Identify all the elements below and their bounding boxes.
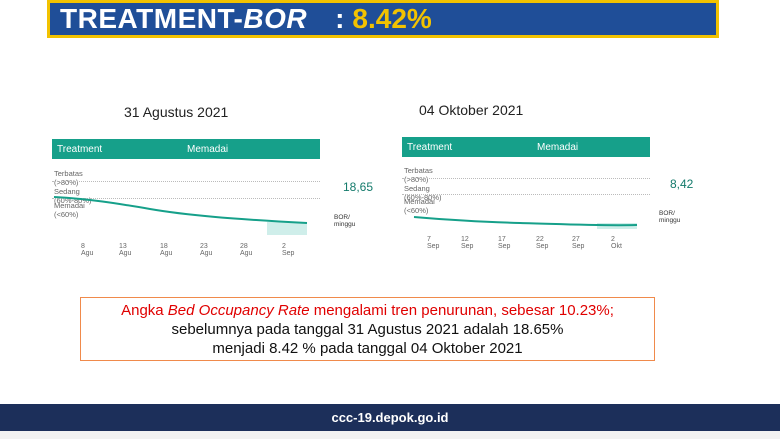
right-x-tick: 22 Sep [536, 236, 549, 250]
left-date-label: 31 Agustus 2021 [124, 104, 229, 120]
footer-website[interactable]: ccc-19.depok.go.id [331, 410, 449, 425]
left-header-treatment: Treatment [57, 143, 103, 155]
right-x-tick: 7 Sep [427, 236, 440, 250]
left-trend-line [53, 196, 308, 224]
left-header-status: Memadai [187, 143, 229, 155]
right-divider-2 [402, 194, 650, 195]
right-x-tick: 27 Sep [572, 236, 585, 250]
left-current-week-highlight [267, 222, 307, 235]
note-line-2: sebelumnya pada tanggal 31 Agustus 2021 … [171, 321, 564, 338]
left-level-terbatas: Terbatas (>80%) [54, 169, 83, 187]
right-panel-header: Treatment Memadai [402, 137, 650, 157]
summary-note: Angka Bed Occupancy Rate mengalami tren … [80, 297, 655, 361]
title-value: 8.42% [352, 3, 432, 34]
left-x-tick: 2 Sep [282, 243, 295, 257]
right-trend-line [413, 216, 638, 227]
left-x-tick: 8 Agu [81, 243, 94, 257]
right-level-terbatas: Terbatas (>80%) [404, 166, 433, 184]
title-banner: TREATMENT-BOR : 8.42% [47, 0, 719, 38]
right-x-tick: 2 Okt [611, 236, 622, 250]
right-header-status: Memadai [537, 141, 579, 153]
right-bor-value: 8,42 [670, 177, 694, 191]
title-text: TREATMENT-BOR [60, 3, 308, 34]
left-x-tick: 13 Agu [119, 243, 132, 257]
footer-bar: ccc-19.depok.go.id [0, 404, 780, 431]
left-x-tick: 23 Agu [200, 243, 213, 257]
left-x-tick: 28 Agu [240, 243, 253, 257]
right-x-tick: 12 Sep [461, 236, 474, 250]
right-header-treatment: Treatment [407, 141, 453, 153]
left-level-memadai: Memadai (<60%) [54, 201, 85, 219]
note-line-1: Angka Bed Occupancy Rate mengalami tren … [121, 302, 614, 319]
left-bor-value: 18,65 [343, 180, 374, 194]
left-level-sedang: Sedang (60%-80%) [54, 187, 92, 205]
right-divider-1 [402, 178, 650, 179]
left-bor-unit: BOR/ minggu [334, 214, 356, 228]
left-panel-header: Treatment Memadai [52, 139, 320, 159]
title-separator: : [335, 3, 345, 34]
note-line-3: menjadi 8.42 % pada tanggal 04 Oktober 2… [212, 340, 523, 357]
footer-strip [0, 431, 780, 439]
right-level-sedang: Sedang (60%-80%) [404, 184, 442, 202]
left-divider-2 [52, 198, 320, 199]
right-x-tick: 17 Sep [498, 236, 511, 250]
right-date-label: 04 Oktober 2021 [419, 102, 524, 118]
left-x-tick: 18 Agu [160, 243, 173, 257]
right-level-memadai: Memadai (<60%) [404, 197, 435, 215]
left-divider-1 [52, 181, 320, 182]
right-bor-unit: BOR/ minggu [659, 210, 681, 224]
